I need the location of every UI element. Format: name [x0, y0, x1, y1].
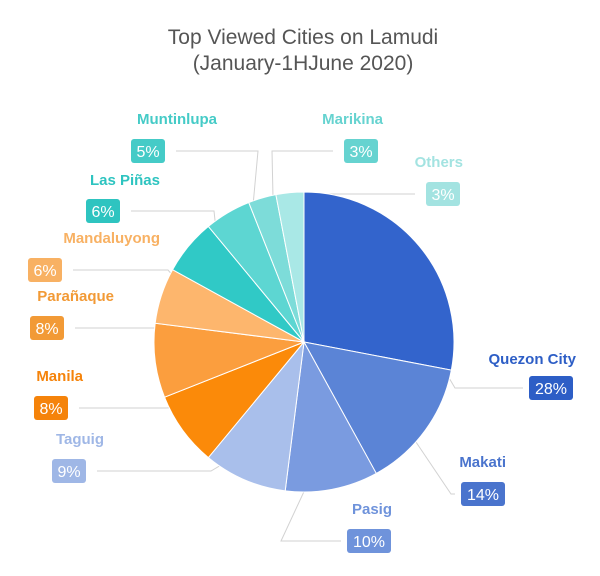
value-label: 6%: [91, 204, 114, 221]
slice-label: Taguig: [56, 431, 104, 448]
value-badge: [34, 396, 68, 420]
slice-label: Mandaluyong: [63, 230, 160, 247]
slice-label: Quezon City: [488, 351, 576, 368]
value-badge: [529, 376, 573, 400]
pie-slice-others: [275, 191, 305, 343]
value-badge: [131, 139, 165, 163]
pie-slice-quezon-city: [303, 191, 455, 371]
slice-labels: Quezon City 28% Makati 14% Pasig 10% Taguig 9% M…: [28, 111, 577, 553]
slice-label: Pasig: [352, 501, 392, 518]
value-label: 14%: [467, 487, 499, 504]
value-label: 3%: [431, 187, 454, 204]
slice-label: Others: [415, 154, 463, 171]
value-badge: [347, 529, 391, 553]
pie-slices: [153, 191, 455, 493]
value-label: 3%: [349, 144, 372, 161]
slice-label: Parañaque: [37, 288, 114, 305]
pie-slice-taguig: [207, 340, 305, 492]
slice-label: Manila: [36, 368, 83, 385]
value-badge: [30, 316, 64, 340]
value-badge: [461, 482, 505, 506]
value-label: 9%: [57, 464, 80, 481]
slice-label: Makati: [459, 454, 506, 471]
value-badge: [426, 182, 460, 206]
value-badge: [86, 199, 120, 223]
value-badge: [28, 258, 62, 282]
value-badge: [344, 139, 378, 163]
value-label: 10%: [353, 534, 385, 551]
value-label: 5%: [136, 144, 159, 161]
pie-slice-makati: [303, 341, 452, 475]
value-badge: [52, 459, 86, 483]
value-label: 28%: [535, 381, 567, 398]
value-label: 8%: [39, 401, 62, 418]
pie-slice-pasig: [284, 340, 377, 493]
chart-title-line-1: Top Viewed Cities on Lamudi: [168, 26, 438, 49]
value-label: 8%: [35, 321, 58, 338]
slice-label: Las Piñas: [90, 172, 160, 189]
slice-label: Muntinlupa: [137, 111, 218, 128]
chart-title-line-2: (January-1HJune 2020): [193, 52, 414, 75]
value-label: 6%: [33, 263, 56, 280]
slice-label: Marikina: [322, 111, 384, 128]
